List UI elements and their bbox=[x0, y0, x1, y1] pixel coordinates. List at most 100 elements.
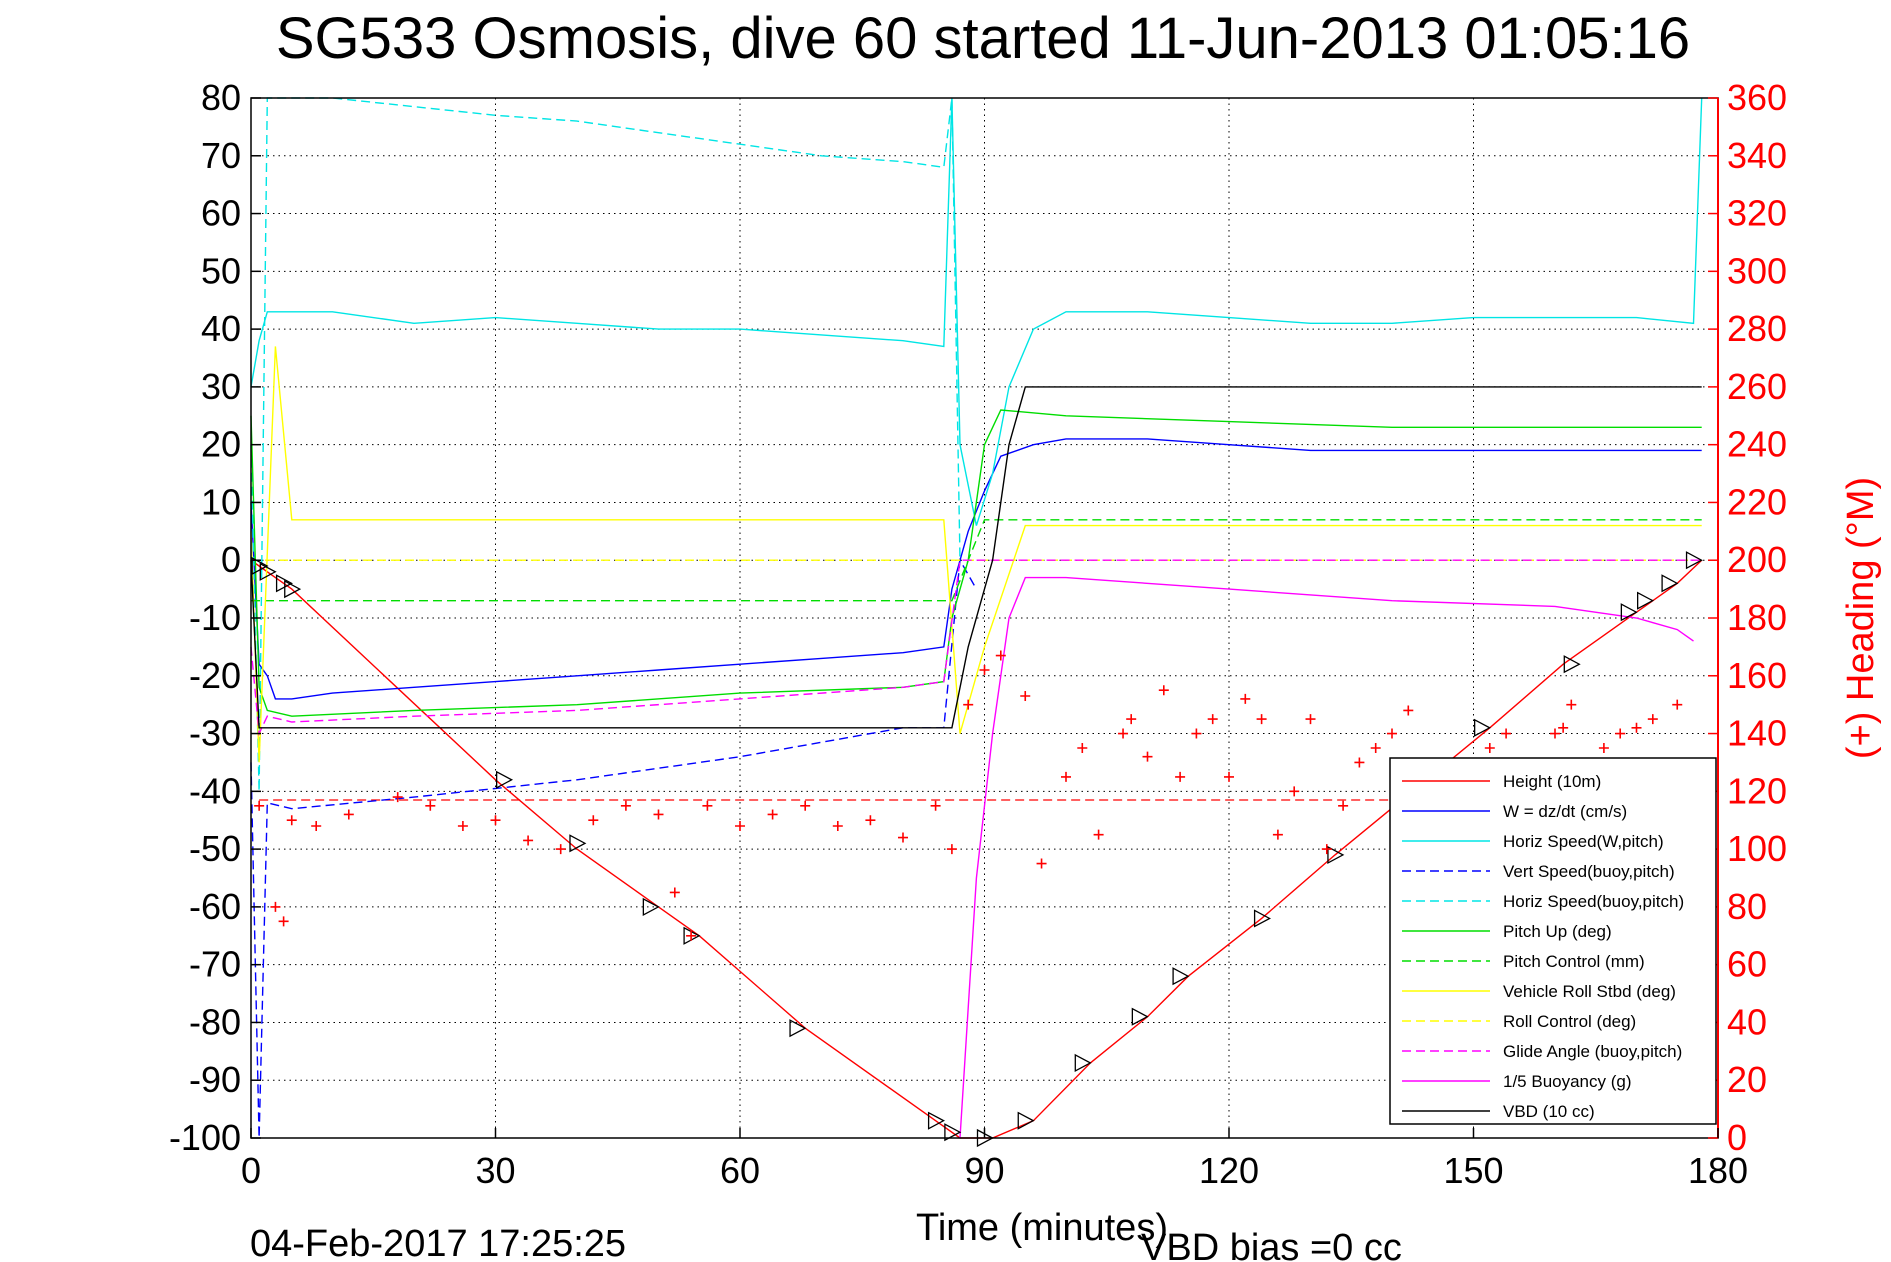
x-tick-label: 60 bbox=[720, 1150, 760, 1191]
triangle-marker bbox=[789, 1019, 807, 1038]
heading-marker bbox=[311, 821, 322, 831]
series-line-6 bbox=[251, 519, 1702, 602]
triangle-marker bbox=[1253, 909, 1271, 928]
heading-marker bbox=[1647, 714, 1658, 725]
heading-marker bbox=[1118, 728, 1129, 739]
heading-marker bbox=[832, 821, 843, 831]
x-tick-label: 150 bbox=[1443, 1150, 1503, 1191]
legend-label: Pitch Control (mm) bbox=[1503, 952, 1645, 971]
y-tick-label-right: 220 bbox=[1727, 481, 1787, 522]
heading-marker bbox=[1484, 743, 1495, 753]
triangle-marker bbox=[284, 580, 302, 599]
y-tick-label-right: 260 bbox=[1727, 366, 1787, 407]
heading-marker bbox=[523, 835, 534, 846]
heading-marker bbox=[1126, 714, 1137, 725]
x-axis: 0 30 60 90 120 150 180 bbox=[241, 1128, 1748, 1191]
triangle-marker bbox=[1637, 591, 1655, 610]
footer-vbd-bias: VBD bias =0 cc bbox=[1141, 1227, 1402, 1262]
y-tick-label-left: -20 bbox=[189, 655, 241, 696]
heading-marker bbox=[1036, 858, 1047, 869]
y-tick-label-left: 70 bbox=[201, 135, 241, 176]
series-line-7 bbox=[250, 346, 1702, 763]
heading-marker bbox=[254, 800, 265, 811]
y-tick-label-left: 60 bbox=[201, 193, 241, 234]
x-axis-label: Time (minutes) bbox=[916, 1207, 1168, 1249]
heading-marker bbox=[392, 792, 403, 803]
y-tick-label-right: 80 bbox=[1727, 886, 1767, 927]
legend-label: Vert Speed(buoy,pitch) bbox=[1503, 862, 1675, 881]
y-tick-label-left: -90 bbox=[189, 1059, 241, 1100]
y-tick-label-left: 10 bbox=[201, 481, 241, 522]
heading-marker bbox=[979, 665, 990, 675]
y-tick-label-left: 0 bbox=[221, 539, 241, 580]
heading-marker bbox=[1093, 829, 1104, 840]
y-tick-label-right: 180 bbox=[1727, 597, 1787, 638]
triangle-marker bbox=[259, 562, 277, 581]
y-tick-label-right: 300 bbox=[1727, 250, 1787, 291]
y-tick-label-left: -50 bbox=[189, 828, 241, 869]
triangle-marker bbox=[495, 770, 514, 789]
heading-marker bbox=[1615, 728, 1626, 739]
heading-marker bbox=[1631, 722, 1642, 733]
series-line-11 bbox=[250, 386, 1702, 729]
heading-marker bbox=[946, 844, 957, 855]
heading-marker bbox=[425, 800, 436, 811]
heading-marker bbox=[620, 800, 631, 811]
heading-layer bbox=[254, 650, 1683, 941]
heading-marker bbox=[490, 815, 501, 826]
heading-marker bbox=[1598, 743, 1609, 753]
triangle-marker bbox=[1563, 655, 1581, 674]
y-tick-label-left: -10 bbox=[189, 597, 241, 638]
heading-marker bbox=[865, 815, 876, 826]
y-tick-label-left: -60 bbox=[189, 886, 241, 927]
y-tick-label-left: -40 bbox=[189, 770, 241, 811]
heading-marker bbox=[1061, 771, 1071, 782]
series-line-0 bbox=[250, 559, 1703, 1139]
heading-marker bbox=[555, 844, 566, 855]
y-tick-label-right: 120 bbox=[1727, 770, 1787, 811]
series-line-1 bbox=[250, 438, 1702, 700]
series-layer bbox=[250, 97, 1703, 1139]
heading-marker bbox=[1020, 691, 1031, 701]
heading-marker bbox=[1305, 714, 1316, 725]
heading-marker bbox=[1501, 728, 1512, 739]
heading-marker bbox=[702, 800, 713, 811]
heading-marker bbox=[1550, 728, 1560, 739]
heading-marker bbox=[1387, 728, 1397, 739]
heading-marker bbox=[1175, 771, 1186, 782]
heading-marker bbox=[930, 800, 941, 811]
heading-marker bbox=[1289, 786, 1300, 797]
y-tick-label-right: 360 bbox=[1727, 77, 1787, 118]
y-tick-label-right: 140 bbox=[1727, 713, 1787, 754]
y-tick-label-right: 340 bbox=[1727, 135, 1787, 176]
heading-marker bbox=[286, 815, 297, 826]
y-tick-label-left: -70 bbox=[189, 944, 241, 985]
legend-label: Glide Angle (buoy,pitch) bbox=[1503, 1042, 1682, 1061]
triangle-marker bbox=[1327, 845, 1345, 864]
heading-marker bbox=[1566, 699, 1577, 710]
heading-marker bbox=[1321, 844, 1332, 855]
y-axis-right-label: (+) Heading (°M) bbox=[1840, 477, 1882, 759]
legend-label: Roll Control (deg) bbox=[1503, 1012, 1636, 1031]
series-line-10 bbox=[959, 576, 1694, 1139]
triangle-marker bbox=[1017, 1111, 1035, 1130]
y-tick-label-right: 40 bbox=[1727, 1001, 1767, 1042]
heading-marker bbox=[898, 832, 908, 843]
heading-marker bbox=[1256, 714, 1267, 725]
legend: Height (10m) W = dz/dt (cm/s) Horiz Speed(… bbox=[1389, 757, 1717, 1125]
heading-marker bbox=[588, 815, 599, 826]
y-tick-label-right: 320 bbox=[1727, 193, 1787, 234]
heading-marker bbox=[1077, 743, 1088, 753]
legend-label: Height (10m) bbox=[1503, 772, 1601, 791]
heading-marker bbox=[1207, 714, 1218, 725]
triangle-marker bbox=[927, 1111, 945, 1130]
legend-label: Vehicle Roll Stbd (deg) bbox=[1503, 982, 1676, 1001]
triangle-marker bbox=[1685, 551, 1703, 570]
heading-marker bbox=[1240, 693, 1251, 704]
x-tick-label: 0 bbox=[241, 1150, 261, 1191]
triangle-marker bbox=[1620, 603, 1638, 622]
heading-marker bbox=[278, 916, 289, 927]
footer-timestamp: 04-Feb-2017 17:25:25 bbox=[250, 1223, 626, 1262]
triangle-marker bbox=[1074, 1053, 1092, 1072]
heading-marker bbox=[963, 699, 974, 710]
